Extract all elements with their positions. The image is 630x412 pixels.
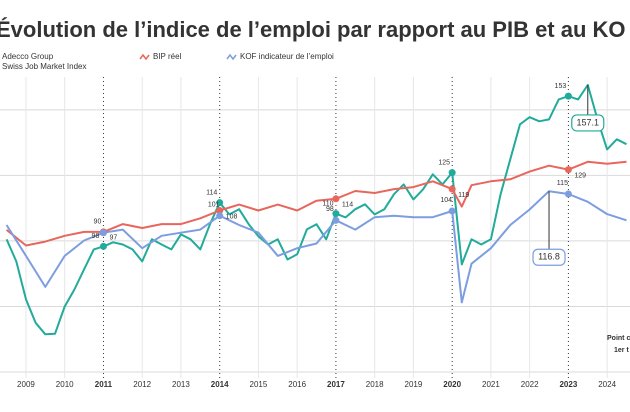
data-label: 153 xyxy=(555,83,567,90)
x-tick-label: 2023 xyxy=(559,380,577,389)
callout-box xyxy=(571,114,605,132)
data-label: 104 xyxy=(440,197,452,204)
data-point xyxy=(99,229,107,237)
legend-label: KOF indicateur de l’emploi xyxy=(240,52,334,61)
x-tick-label: 2016 xyxy=(288,380,306,389)
x-tick-label: 2010 xyxy=(56,380,74,389)
data-point xyxy=(332,195,340,203)
note: Point c xyxy=(607,335,630,342)
x-tick-label: 2014 xyxy=(211,380,229,389)
data-label: 114 xyxy=(342,202,353,209)
data-point xyxy=(216,212,224,220)
x-tick-label: 2020 xyxy=(443,380,461,389)
data-point xyxy=(448,185,456,193)
data-label: 98 xyxy=(326,206,334,213)
legend-label: BIP réel xyxy=(153,52,182,61)
x-tick-label: 2015 xyxy=(250,380,268,389)
data-label: 110 xyxy=(322,200,333,207)
data-label: 108 xyxy=(226,213,238,220)
data-label: 115 xyxy=(557,180,568,187)
data-point xyxy=(564,92,572,100)
data-label: 125 xyxy=(438,159,450,166)
legend-label: Adecco Group Swiss Job Market Index xyxy=(2,52,86,71)
legend-icon xyxy=(226,53,237,61)
chart-title: Évolution de l’indice de l’emploi par ra… xyxy=(0,17,626,42)
callout-box xyxy=(532,248,566,266)
data-point xyxy=(564,166,572,174)
x-tick-label: 2013 xyxy=(172,380,190,389)
x-tick-label: 2018 xyxy=(366,380,384,389)
data-label: 97 xyxy=(109,235,117,242)
x-tick-label: 2011 xyxy=(95,380,113,389)
legend-line: Swiss Job Market Index xyxy=(2,62,86,71)
data-label: 101 xyxy=(208,202,220,209)
plot xyxy=(5,84,627,336)
data-label: 119 xyxy=(458,192,469,199)
callout-label: 116.8 xyxy=(538,252,560,262)
grid xyxy=(0,77,630,378)
x-tick-label: 2012 xyxy=(133,380,151,389)
data-point xyxy=(216,199,224,207)
data-point xyxy=(448,207,456,215)
data-point xyxy=(216,206,224,214)
data-label: 129 xyxy=(574,172,586,179)
data-point xyxy=(332,210,340,218)
data-point xyxy=(332,216,340,224)
x-tick-label: 2024 xyxy=(598,380,616,389)
data-label: 114 xyxy=(206,190,217,197)
series-line xyxy=(5,84,627,336)
note: 1er t xyxy=(614,347,629,354)
data-label: 98 xyxy=(92,233,100,240)
data-label: 90 xyxy=(94,219,102,226)
series-line xyxy=(5,160,627,247)
data-point xyxy=(448,169,456,177)
legend-line: Adecco Group xyxy=(2,52,54,61)
data-point xyxy=(564,190,572,198)
x-tick-label: 2022 xyxy=(521,380,539,389)
data-point xyxy=(99,242,107,250)
callout-label: 157.1 xyxy=(577,117,600,127)
x-tick-label: 2021 xyxy=(482,380,500,389)
x-tick-label: 2019 xyxy=(405,380,423,389)
x-tick-label: 2009 xyxy=(17,380,35,389)
labels: 2009 2010 2011 2012 2013 2014 2015 2016 2017 2018… xyxy=(2,52,630,389)
series-line xyxy=(5,190,627,304)
x-tick-label: 2017 xyxy=(327,380,345,389)
legend-icon xyxy=(139,53,150,61)
